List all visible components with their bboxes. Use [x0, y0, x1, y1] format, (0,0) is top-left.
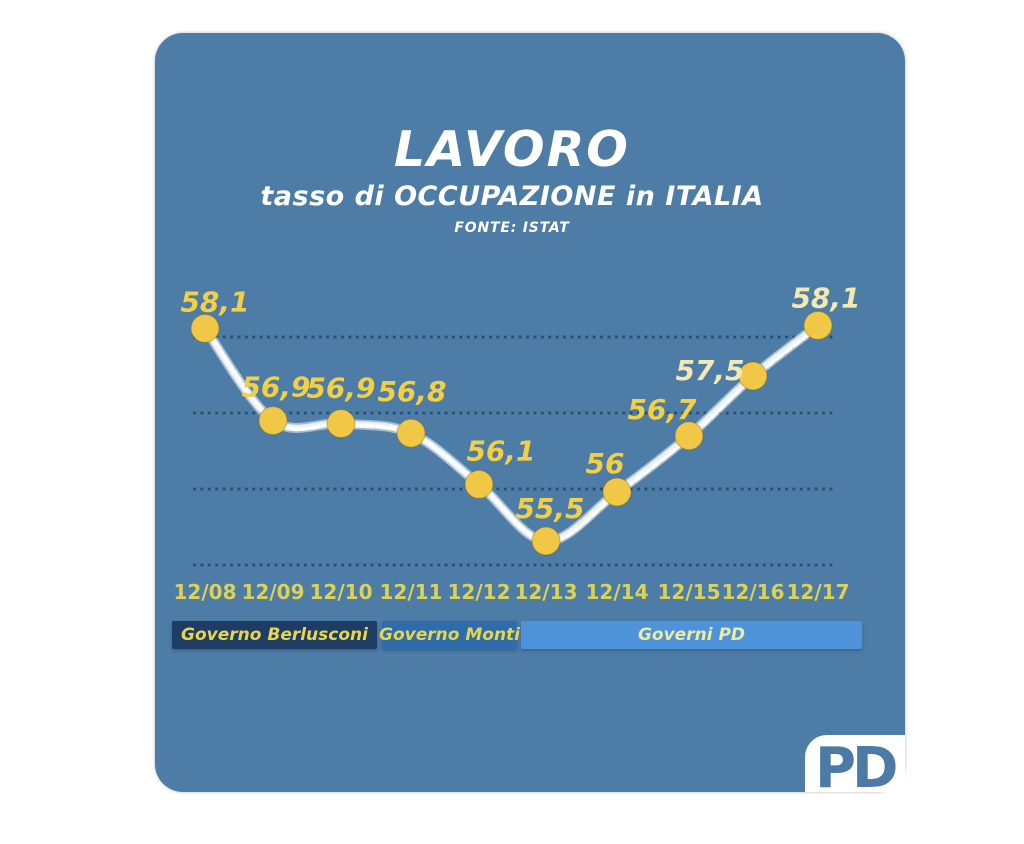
x-axis-label: 12/17 — [787, 580, 850, 604]
band-governi-pd: Governi PD — [521, 621, 862, 649]
source-label: FONTE: ISTAT — [454, 220, 570, 236]
data-point — [326, 409, 356, 439]
point-label: 55,5 — [515, 492, 584, 525]
x-axis-label: 12/10 — [310, 580, 373, 604]
infographic-card: LAVORO tasso di OCCUPAZIONE in ITALIA FO… — [155, 33, 905, 802]
pd-logo-corner: PD — [805, 735, 905, 802]
data-point — [531, 526, 561, 556]
x-axis-label: 12/15 — [658, 580, 721, 604]
data-point — [738, 361, 768, 391]
band-governo-monti: Governo Monti — [379, 621, 520, 649]
page-title: LAVORO — [394, 121, 630, 178]
data-point — [803, 310, 833, 340]
point-label: 58,1 — [180, 285, 249, 318]
point-label: 56,9 — [241, 371, 310, 404]
point-label: 58,1 — [791, 281, 860, 314]
band-governo-berlusconi-label: Governo Berlusconi — [181, 625, 368, 645]
band-governo-berlusconi: Governo Berlusconi — [172, 621, 377, 649]
band-governi-pd-label: Governi PD — [637, 625, 746, 645]
data-point — [396, 418, 426, 448]
point-label: 56,8 — [377, 375, 446, 408]
data-point — [602, 477, 632, 507]
page-subtitle: tasso di OCCUPAZIONE in ITALIA — [260, 181, 764, 212]
employment-rate-line-chart: 58,156,956,9 56,856,155,55656,757,558,112… — [174, 281, 861, 604]
point-label: 56,7 — [627, 393, 697, 426]
trend-line — [204, 324, 822, 544]
data-point — [674, 421, 704, 451]
x-axis-label: 12/11 — [380, 580, 443, 604]
x-axis-label: 12/14 — [586, 580, 649, 604]
data-point — [190, 313, 220, 343]
data-point — [258, 406, 288, 436]
x-axis-label: 12/13 — [515, 580, 578, 604]
x-axis-label: 12/09 — [242, 580, 305, 604]
x-axis-label: 12/16 — [722, 580, 785, 604]
x-axis-label: 12/08 — [174, 580, 237, 604]
data-point — [464, 469, 494, 499]
point-label: 56,9 — [306, 372, 375, 405]
point-label: 56,1 — [466, 434, 535, 467]
point-label: 56 — [586, 447, 625, 480]
pd-party-logo: PD — [815, 736, 899, 802]
band-governo-monti-label: Governo Monti — [379, 625, 520, 645]
point-label: 57,5 — [675, 354, 744, 387]
x-axis-label: 12/12 — [448, 580, 511, 604]
